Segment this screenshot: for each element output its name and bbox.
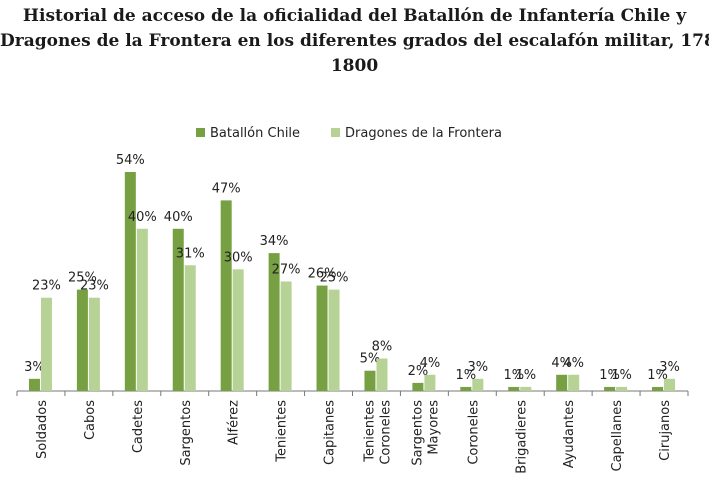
bar-dragones xyxy=(328,289,340,391)
bar-dragones xyxy=(568,374,580,391)
bar-dragones xyxy=(184,265,196,391)
x-tick-label: Brigadieres xyxy=(514,400,529,474)
x-tick-label: Alférez xyxy=(227,400,242,445)
data-label: 3% xyxy=(659,360,680,375)
bar-dragones xyxy=(424,374,436,391)
legend-label-dragones: Dragones de la Frontera xyxy=(345,126,502,141)
data-label: 3% xyxy=(468,360,489,375)
data-label: 1% xyxy=(599,368,620,383)
data-label: 4% xyxy=(420,356,441,371)
data-label: 23% xyxy=(80,279,109,294)
data-label: 1% xyxy=(456,368,477,383)
legend: Batallón Chile Dragones de la Frontera xyxy=(196,126,502,141)
data-label: 40% xyxy=(164,210,193,225)
data-label: 4% xyxy=(563,356,584,371)
x-tick-label: Coroneles xyxy=(378,400,393,465)
bar-batallon-chile xyxy=(556,374,568,391)
x-tick-label: Capellanes xyxy=(610,400,625,472)
chart-title-line-2: Dragones de la Frontera en los diferente… xyxy=(0,31,709,51)
data-label: 27% xyxy=(272,263,301,278)
data-label: 40% xyxy=(128,210,157,225)
bar-dragones xyxy=(232,269,244,391)
chart-title-line-1: Historial de acceso de la oficialidad de… xyxy=(22,6,687,26)
bar-batallon-chile xyxy=(76,289,88,391)
x-tick-label: Cirujanos xyxy=(658,400,673,461)
plot-area: 3%23%Soldados25%23%Cabos54%40%Cadetes40%… xyxy=(16,153,689,474)
data-label: 23% xyxy=(32,279,61,294)
x-tick-label: Sargentos xyxy=(410,400,425,466)
x-tick-label: Capitanes xyxy=(323,400,338,465)
data-label: 4% xyxy=(551,356,572,371)
bar-dragones xyxy=(616,386,628,391)
data-label: 1% xyxy=(503,368,524,383)
bar-dragones xyxy=(136,228,148,391)
bar-dragones xyxy=(472,378,484,391)
data-label: 26% xyxy=(308,267,337,282)
data-label: 1% xyxy=(647,368,668,383)
x-tick-label: Mayores xyxy=(426,400,441,455)
legend-swatch-dragones xyxy=(331,128,340,137)
bar-dragones xyxy=(520,386,532,391)
x-tick-label: Soldados xyxy=(35,400,50,459)
bar-batallon-chile xyxy=(604,386,616,391)
bar-batallon-chile xyxy=(460,386,472,391)
bar-batallon-chile xyxy=(508,386,520,391)
bar-batallon-chile xyxy=(364,370,376,391)
x-tick-label: Cadetes xyxy=(131,400,146,453)
x-tick-label: Tenientes xyxy=(362,400,377,463)
data-label: 2% xyxy=(408,364,429,379)
bar-batallon-chile xyxy=(220,200,232,391)
data-label: 47% xyxy=(212,181,241,196)
data-label: 3% xyxy=(24,360,45,375)
bar-dragones xyxy=(88,297,100,391)
chart-title-line-3: 1800 xyxy=(330,56,379,76)
bar-batallon-chile xyxy=(412,382,424,391)
chart-title: Historial de acceso de la oficialidad de… xyxy=(0,4,709,79)
bar-dragones xyxy=(280,281,292,391)
data-label: 1% xyxy=(515,368,536,383)
data-label: 31% xyxy=(176,246,205,261)
legend-swatch-batallon-chile xyxy=(196,128,205,137)
bar-batallon-chile xyxy=(172,228,184,391)
bar-batallon-chile xyxy=(28,378,40,391)
bar-dragones xyxy=(40,297,52,391)
x-tick-label: Ayudantes xyxy=(562,400,577,468)
data-label: 34% xyxy=(260,234,289,249)
x-tick-label: Coroneles xyxy=(466,400,481,465)
data-label: 25% xyxy=(68,271,97,286)
data-label: 8% xyxy=(372,340,393,355)
data-label: 25% xyxy=(320,271,349,286)
x-tick-label: Sargentos xyxy=(179,400,194,466)
bar-dragones xyxy=(664,378,676,391)
data-label: 5% xyxy=(360,352,381,367)
legend-label-batallon-chile: Batallón Chile xyxy=(210,126,300,141)
bar-dragones xyxy=(376,358,388,391)
data-label: 54% xyxy=(116,153,145,168)
data-label: 1% xyxy=(611,368,632,383)
x-tick-label: Tenientes xyxy=(275,400,290,463)
bar-batallon-chile xyxy=(652,386,664,391)
bar-batallon-chile xyxy=(316,285,328,391)
bar-batallon-chile xyxy=(124,172,136,391)
x-tick-label: Cabos xyxy=(83,400,98,440)
data-label: 30% xyxy=(224,250,253,265)
bar-batallon-chile xyxy=(268,253,280,391)
